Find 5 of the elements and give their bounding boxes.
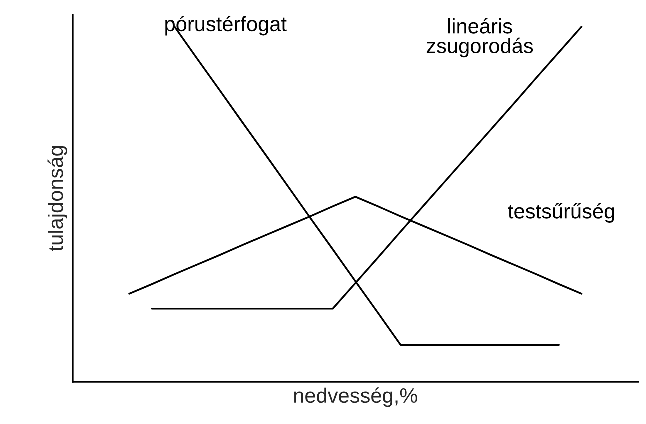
series-label: lineáris zsugorodás (426, 18, 534, 58)
y-axis-title: tulajdonság (48, 146, 68, 252)
series-label: pórustérfogat (166, 16, 287, 36)
series-label: testsűrűség (508, 203, 614, 223)
x-axis-title: nedvesség,% (294, 388, 418, 408)
